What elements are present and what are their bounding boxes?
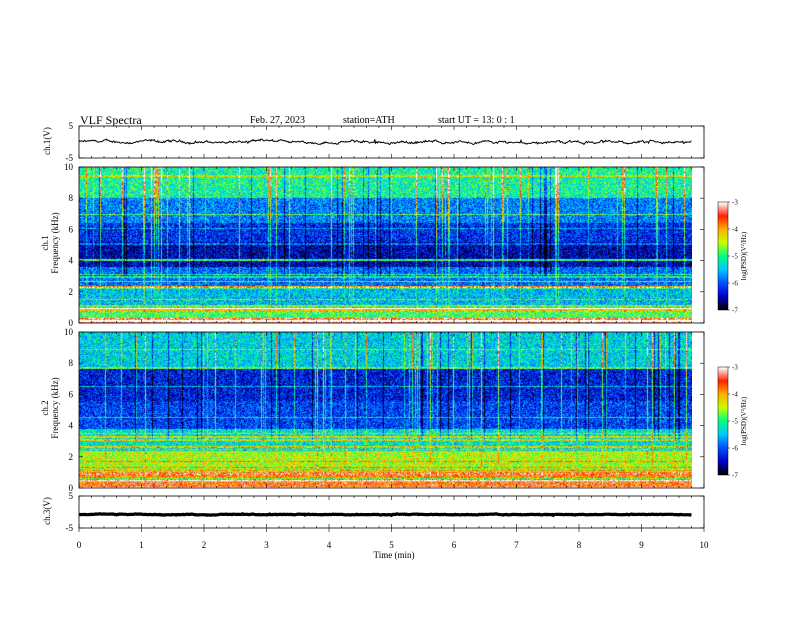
ch2-spectrogram-ytick-label: 0: [69, 483, 74, 493]
ch2-spectrogram-colorbar-tick-label: -5: [732, 418, 738, 426]
ch2-spectrogram-colorbar-tick-label: -7: [732, 472, 738, 480]
ch2-spectrogram-heatmap-image: [79, 332, 692, 488]
x-tick-label: 1: [139, 540, 144, 550]
header-start-time: start UT = 13: 0 : 1: [438, 115, 515, 126]
header-date: Feb. 27, 2023: [250, 115, 305, 126]
colorbars: -3 -4 -5 -6 -7 log(PSD)(V²/Hz) -3 -4 -5 -6 -7 log(P…: [717, 199, 748, 480]
x-tick-label: 8: [577, 540, 582, 550]
x-tick-label: 0: [77, 540, 82, 550]
x-tick-label: 6: [452, 540, 457, 550]
ch2-spectrogram-colorbar-label: log(PSD)(V²/Hz): [740, 396, 748, 445]
ch1-spectrogram-colorbar-tick-label: -4: [732, 226, 738, 234]
ch1-waveform-trace: [78, 138, 692, 146]
ch1-spectrogram-colorbar-tick-label: -5: [732, 253, 738, 261]
ch2-spectrogram-colorbar-tick-label: -3: [732, 364, 738, 372]
ch3-waveform-ytick-label: -5: [66, 523, 74, 533]
ch1-waveform-ylabel: ch.1(V): [42, 127, 52, 155]
ch3-waveform-ylabel: ch.3(V): [42, 497, 52, 525]
ch3-waveform-panel: [78, 511, 692, 518]
ch3-waveform-ytick-label: 5: [69, 491, 74, 501]
x-tick-label: 3: [264, 540, 269, 550]
ch2-spectrogram-ytick-label: 4: [69, 421, 74, 431]
ch2-spectrogram-ytick-label: 2: [69, 452, 74, 462]
ch2-spectrogram-ytick-label: 6: [69, 389, 74, 399]
ch1-waveform-ytick-label: 5: [69, 121, 74, 131]
x-tick-label: 9: [639, 540, 644, 550]
ch1-spectrogram-ytick-label: 10: [64, 162, 74, 172]
x-tick-label: 7: [514, 540, 519, 550]
x-tick-label: 10: [700, 540, 710, 550]
ch1-spectrogram-ylabel-channel: ch.1: [40, 235, 50, 250]
ch1-spectrogram-ytick-label: 4: [69, 256, 74, 266]
ch3-waveform-trace: [78, 511, 692, 518]
ch2-spectrogram-panel: [79, 332, 692, 488]
x-tick-label: 2: [202, 540, 207, 550]
ch1-spectrogram-colorbar-tick-label: -6: [732, 280, 738, 288]
ch2-spectrogram-ytick-label: 8: [69, 358, 74, 368]
ch1-spectrogram-colorbar-gradient: [718, 202, 728, 310]
ch2-spectrogram-colorbar-gradient: [718, 367, 728, 475]
ch1-spectrogram-colorbar-label: log(PSD)(V²/Hz): [740, 231, 748, 280]
ch2-spectrogram-ylabel-frequency: Frequency (kHz): [50, 377, 60, 438]
ch1-waveform-ytick-label: -5: [66, 153, 74, 163]
x-tick-label: 4: [327, 540, 332, 550]
x-tick-label: 5: [389, 540, 394, 550]
ch3-waveform-frame: [78, 495, 705, 529]
x-axis-label: Time (min): [374, 550, 415, 560]
ch1-spectrogram-ytick-label: 8: [69, 193, 74, 203]
ch1-spectrogram-ytick-label: 2: [69, 287, 74, 297]
ch1-spectrogram-colorbar-tick-label: -3: [732, 199, 738, 207]
ch2-spectrogram-ylabel-channel: ch.2: [40, 400, 50, 415]
ch1-spectrogram-ylabel-frequency: Frequency (kHz): [50, 212, 60, 273]
ch1-spectrogram-ytick-label: 0: [69, 318, 74, 328]
ch2-spectrogram-colorbar-tick-label: -4: [732, 391, 738, 399]
ch1-spectrogram-panel: [79, 167, 692, 323]
ch1-spectrogram-heatmap-image: [79, 167, 692, 323]
ch1-spectrogram-colorbar-tick-label: -7: [732, 307, 738, 315]
header-station: station=ATH: [343, 115, 395, 126]
ch1-spectrogram-ytick-label: 6: [69, 224, 74, 234]
ch1-waveform-panel: [78, 138, 692, 146]
ch2-spectrogram-colorbar-tick-label: -6: [732, 445, 738, 453]
ch2-spectrogram-ytick-label: 10: [64, 327, 74, 337]
figure-title: VLF Spectra: [80, 113, 142, 127]
